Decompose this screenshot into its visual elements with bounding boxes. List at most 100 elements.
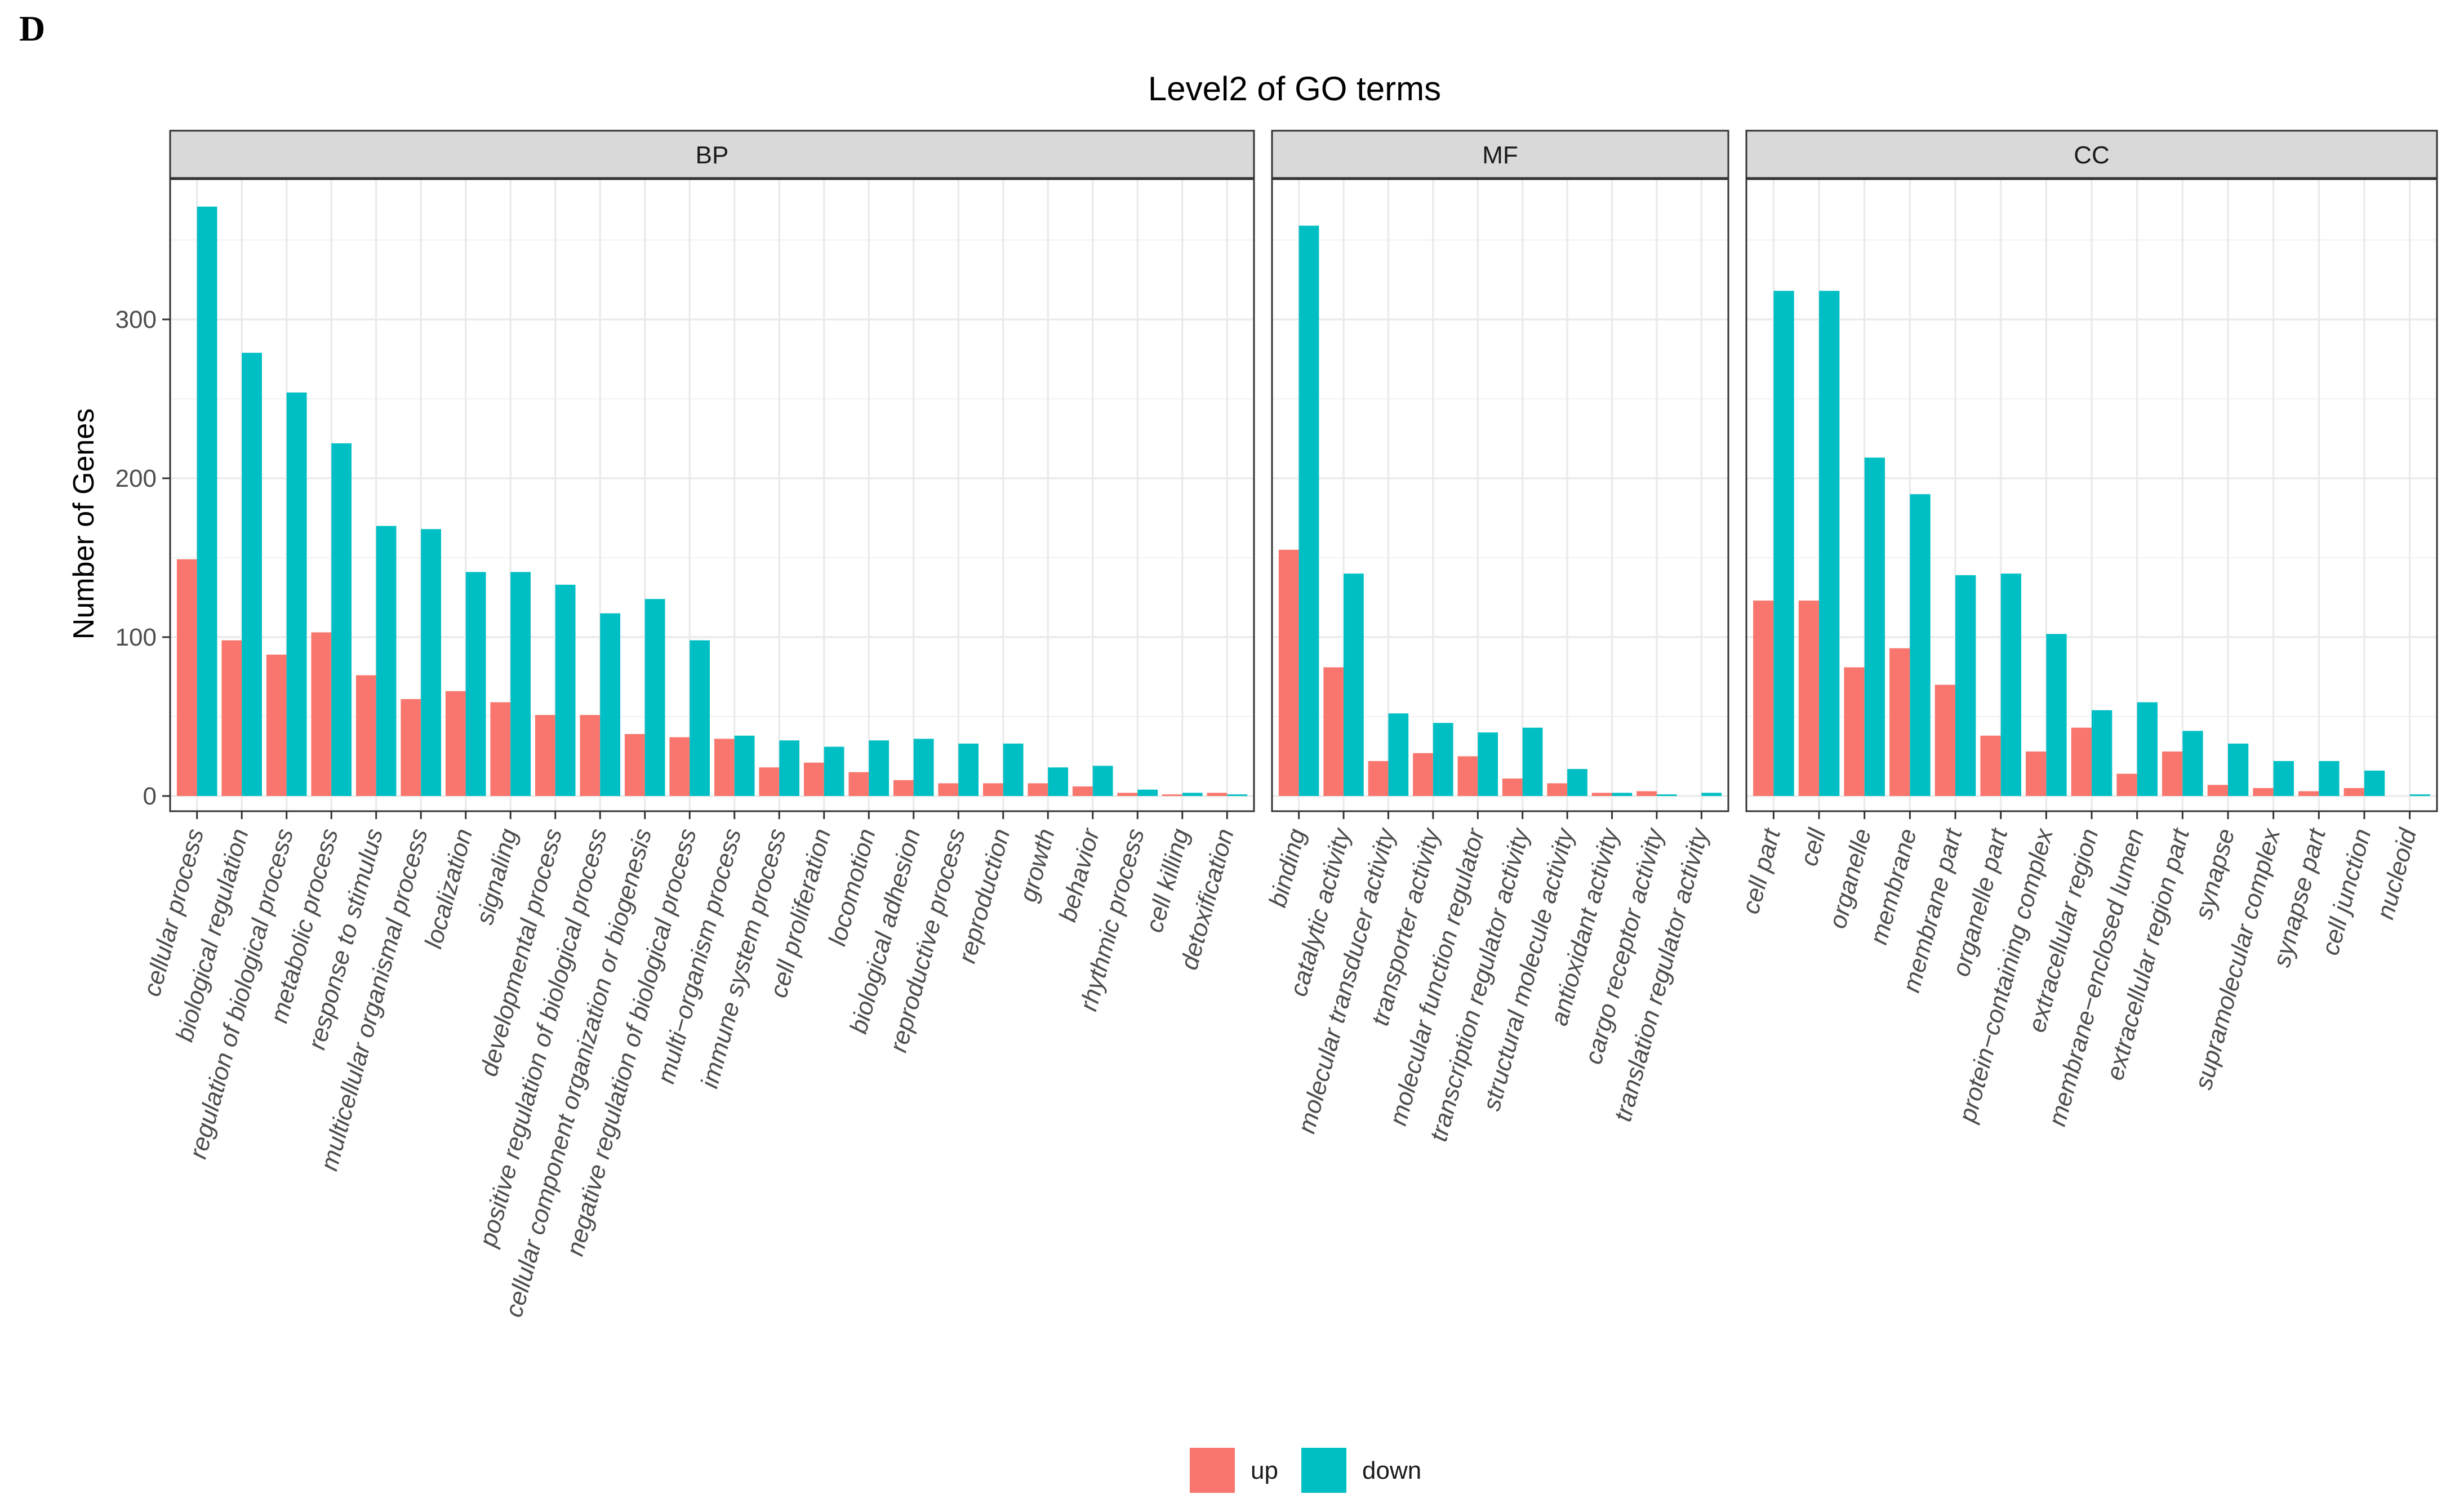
bar-up xyxy=(1413,753,1433,796)
bar-down xyxy=(1819,291,1840,796)
bar-down xyxy=(242,353,262,796)
y-tick-label: 100 xyxy=(115,624,157,651)
bar-down xyxy=(1182,793,1203,796)
bar-down xyxy=(1955,575,1976,796)
bar-up xyxy=(580,715,601,796)
bar-down xyxy=(331,443,352,796)
bar-up xyxy=(490,702,511,796)
bar-up xyxy=(848,772,869,796)
panel-border xyxy=(169,178,1255,812)
bar-up xyxy=(938,783,959,796)
facet-strip-label: MF xyxy=(1482,141,1518,169)
y-tick-label: 300 xyxy=(115,306,157,333)
bar-up xyxy=(803,762,824,796)
bar-down xyxy=(690,640,710,796)
bar-up xyxy=(759,767,780,796)
bar-up xyxy=(1934,684,1956,796)
bar-up xyxy=(2116,773,2137,796)
y-axis-label: Number of Genes xyxy=(68,408,100,639)
bar-down xyxy=(958,743,979,796)
facet-strip-label: BP xyxy=(696,141,729,169)
bar-up xyxy=(1323,667,1344,796)
bar-down xyxy=(2319,761,2340,796)
bar-down xyxy=(286,392,307,796)
bar-up xyxy=(176,559,197,796)
bar-down xyxy=(600,613,621,796)
bar-up xyxy=(1844,667,1865,796)
y-axis: 0 100 200 300 xyxy=(115,306,170,810)
bar-up xyxy=(1636,791,1657,796)
bar-up xyxy=(1117,793,1138,796)
bar-down xyxy=(869,740,890,796)
bar-up xyxy=(1028,783,1048,796)
bar-down xyxy=(1567,769,1587,796)
bar-up xyxy=(266,655,287,796)
bar-down xyxy=(1298,225,1319,796)
bar-up xyxy=(1073,786,1093,796)
bar-down xyxy=(555,584,576,796)
bar-down xyxy=(1522,727,1543,796)
bar-down xyxy=(1137,789,1158,796)
bar-down xyxy=(1656,794,1677,796)
bar-down xyxy=(1773,291,1794,796)
bar-down xyxy=(824,746,844,796)
bar-down xyxy=(913,739,934,796)
bar-up xyxy=(893,780,914,796)
bar-down xyxy=(510,572,531,796)
bar-up xyxy=(1980,735,2001,796)
bar-down xyxy=(1344,573,1364,796)
bar-up xyxy=(2207,785,2228,796)
bar-up xyxy=(1368,761,1389,796)
bar-up xyxy=(1591,793,1612,796)
legend-key-up xyxy=(1190,1448,1235,1493)
bar-up xyxy=(445,691,466,796)
bar-down xyxy=(1227,794,1248,796)
legend: up down xyxy=(1190,1448,1421,1493)
bar-down xyxy=(197,206,217,796)
bar-up xyxy=(983,783,1003,796)
bar-down xyxy=(2046,634,2067,796)
bar-down xyxy=(1612,793,1633,796)
bar-down xyxy=(644,599,665,796)
bar-down xyxy=(2273,761,2294,796)
bar-up xyxy=(1278,549,1299,796)
bar-up xyxy=(1889,648,1910,796)
bar-down xyxy=(1048,767,1069,796)
panel-border xyxy=(1271,178,1729,812)
bar-up xyxy=(2026,751,2047,796)
panel-label: D xyxy=(19,8,45,48)
bar-up xyxy=(1457,756,1478,796)
bar-up xyxy=(401,699,421,796)
bar-up xyxy=(1207,793,1228,796)
legend-key-down xyxy=(1301,1448,1346,1493)
bar-down xyxy=(421,529,441,796)
bar-down xyxy=(1388,713,1409,796)
bar-down xyxy=(376,526,397,796)
bar-up xyxy=(221,640,242,796)
bar-down xyxy=(1910,494,1931,796)
bar-up xyxy=(1162,794,1182,796)
legend-label-down: down xyxy=(1362,1457,1421,1484)
bar-up xyxy=(355,675,376,796)
bar-down xyxy=(2409,794,2430,796)
bar-up xyxy=(624,734,645,796)
facet-strip xyxy=(1745,130,2438,179)
bar-down xyxy=(1092,766,1113,796)
bar-up xyxy=(714,739,735,796)
facet-strip xyxy=(169,130,1255,179)
bar-up xyxy=(535,715,555,796)
bar-down xyxy=(2000,573,2021,796)
legend-label-up: up xyxy=(1251,1457,1278,1484)
bar-down xyxy=(779,740,800,796)
chart-title: Level2 of GO terms xyxy=(1148,70,1441,108)
facet-strip xyxy=(1271,130,1729,179)
bar-up xyxy=(1798,601,1820,796)
bar-up xyxy=(1547,783,1568,796)
bar-down xyxy=(734,735,755,796)
bar-down xyxy=(1433,723,1453,796)
bar-down xyxy=(2092,710,2113,796)
bar-up xyxy=(669,737,690,796)
bar-down xyxy=(1864,457,1885,796)
bar-down xyxy=(2227,743,2249,796)
